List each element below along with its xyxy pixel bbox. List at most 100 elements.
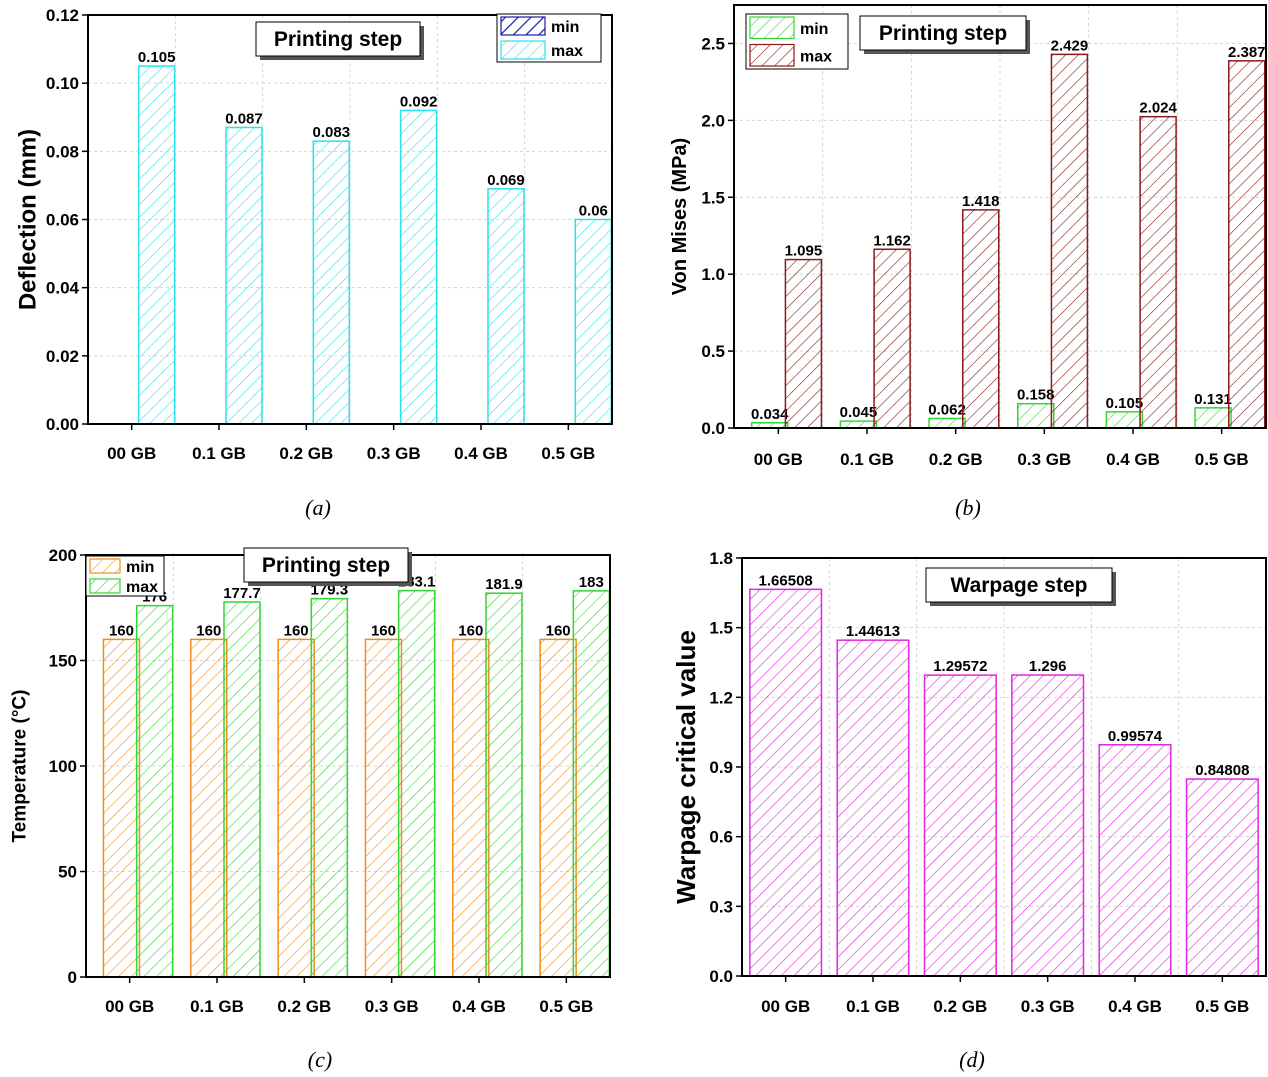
y-tick-label: 1.8 [709,549,733,568]
data-label-max-0: 0.105 [138,49,176,66]
x-tick-label: 00 GB [107,444,156,463]
legend-swatch [89,578,121,594]
x-tick-label: 0.3 GB [367,444,421,463]
chart-title: Warpage step [951,574,1088,597]
bar-min-3 [1016,402,1055,429]
bar-value-0 [749,588,823,977]
x-tick-label: 0.1 GB [192,444,246,463]
x-tick-label: 0.2 GB [933,997,987,1016]
data-label-min-0: 0.034 [751,406,789,423]
x-tick-label: 0.1 GB [846,997,900,1016]
bar-max-5 [572,590,611,978]
bar-min-0 [102,638,141,978]
panel-caption: (a) [305,495,331,520]
x-tick-label: 0.2 GB [277,997,331,1016]
x-tick-label: 0.5 GB [539,997,593,1016]
x-tick-label: 0.4 GB [1106,450,1160,469]
data-label-min-0: 160 [109,622,134,639]
chart-title: Printing step [274,28,402,51]
y-axis-label: Warpage critical value [671,630,701,904]
y-tick-label: 50 [58,863,77,882]
x-tick-label: 0.5 GB [541,444,595,463]
x-tick-label: 0.3 GB [365,997,419,1016]
y-tick-label: 0.10 [46,74,79,93]
data-label-value-2: 1.29572 [933,658,987,675]
bar-value-2 [923,674,997,977]
x-tick-label: 0.5 GB [1195,450,1249,469]
legend-label: max [551,43,583,60]
x-tick-label: 0.1 GB [840,450,894,469]
data-label-max-4: 181.9 [485,576,523,593]
data-label-value-4: 0.99574 [1108,728,1163,745]
legend: min max [745,13,849,70]
bar-value-4 [1098,744,1172,977]
legend-label: min [551,19,579,36]
data-label-min-5: 160 [546,622,571,639]
bar-min-2 [277,638,315,978]
y-tick-label: 2.0 [701,111,725,130]
x-tick-label: 0.4 GB [454,444,508,463]
chart-title: Printing step [879,22,1007,45]
chart-3: 1.66508 00 GB 1.44613 0.1 GB 1.29572 0.2 GB 1.… [671,549,1267,1072]
y-tick-label: 100 [49,757,77,776]
data-label-max-4: 0.069 [487,172,525,189]
x-tick-label: 0.1 GB [190,997,244,1016]
y-axis-label: Temperature (°C) [10,690,31,843]
bar-min-5 [1194,407,1232,429]
legend-swatch [500,40,546,60]
y-axis-label: Deflection (mm) [15,129,42,310]
data-label-max-5: 0.06 [579,203,608,220]
y-tick-label: 0 [68,968,77,987]
y-axis-label: Von Mises (MPa) [669,138,691,295]
data-label-max-5: 2.387 [1228,44,1266,61]
bar-min-1 [839,420,878,429]
bar-max-2 [312,140,351,425]
x-tick-label: 0.2 GB [279,444,333,463]
x-tick-label: 0.3 GB [1017,450,1071,469]
y-tick-label: 0.12 [46,6,79,25]
bar-max-4 [1139,115,1177,429]
plot-frame [733,4,1267,429]
panel-caption: (d) [959,1047,985,1072]
y-tick-label: 0.04 [46,279,80,298]
data-label-max-2: 0.083 [313,124,351,141]
y-tick-label: 0.3 [709,897,733,916]
y-tick-label: 0.02 [46,347,79,366]
bar-min-5 [539,638,577,978]
y-tick-label: 1.5 [709,619,733,638]
y-tick-label: 1.2 [709,688,733,707]
y-tick-label: 0.0 [701,419,725,438]
data-label-max-4: 2.024 [1139,100,1177,117]
y-tick-label: 0.5 [701,342,725,361]
data-label-value-3: 1.296 [1029,658,1067,675]
data-label-max-3: 2.429 [1051,37,1089,54]
x-tick-label: 0.4 GB [452,997,506,1016]
y-tick-label: 1.0 [701,265,725,284]
bar-max-4 [485,592,523,978]
x-tick-label: 0.2 GB [929,450,983,469]
panel-caption: (c) [308,1047,332,1072]
bar-max-0 [135,604,174,978]
bar-max-5 [1228,60,1266,429]
legend-label: max [800,48,832,65]
y-tick-label: 150 [49,652,77,671]
bar-value-1 [836,639,910,977]
y-tick-label: 0.6 [709,828,733,847]
chart-0: 0.105 00 GB 0.087 0.1 GB 0.083 0.2 GB 0.092 0.3… [15,6,613,520]
x-tick-label: 00 GB [754,450,803,469]
bar-max-2 [310,597,349,978]
legend-label: min [800,21,828,38]
legend-label: min [126,559,154,576]
x-tick-label: 00 GB [105,997,154,1016]
bar-max-4 [487,188,525,425]
data-label-min-1: 160 [196,622,221,639]
data-label-min-4: 160 [458,622,483,639]
x-tick-label: 0.4 GB [1108,997,1162,1016]
bar-max-0 [784,258,823,429]
data-label-value-0: 1.66508 [759,572,813,589]
bar-value-3 [1011,674,1085,977]
data-label-value-1: 1.44613 [846,623,900,640]
bar-max-1 [225,126,263,425]
y-tick-label: 200 [49,546,77,565]
